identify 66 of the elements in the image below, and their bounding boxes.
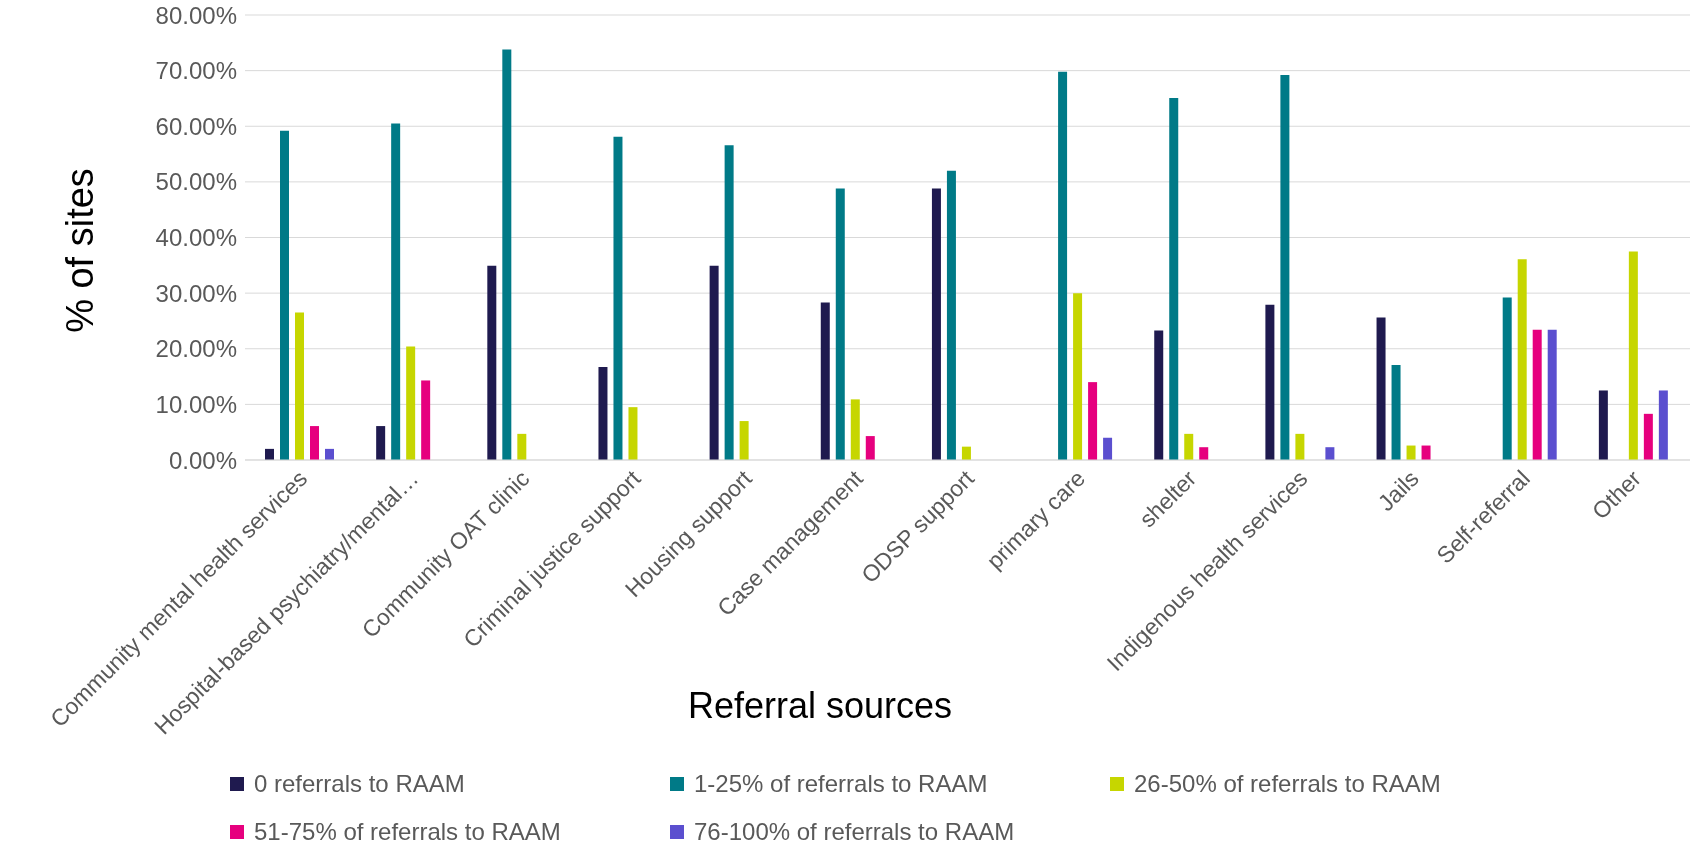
y-axis-title: % of sites	[58, 167, 102, 333]
bar	[1406, 445, 1416, 460]
y-tick-label: 40.00%	[155, 224, 237, 252]
y-tick-label: 60.00%	[155, 112, 237, 140]
bar	[325, 448, 335, 460]
bar	[1421, 445, 1431, 460]
bar	[1547, 329, 1557, 460]
bar	[1184, 433, 1194, 460]
legend-label: 76-100% of referrals to RAAM	[694, 818, 1015, 846]
bar	[376, 426, 386, 460]
bar	[310, 426, 320, 460]
x-axis-title: Referral sources	[686, 685, 954, 727]
bar	[724, 145, 734, 460]
bar	[1628, 251, 1638, 460]
bar	[835, 188, 845, 460]
y-tick-label: 80.00%	[155, 1, 237, 29]
bar	[1199, 447, 1209, 460]
legend-label: 26-50% of referrals to RAAM	[1134, 770, 1441, 798]
bar	[961, 446, 971, 460]
bar	[1265, 304, 1275, 460]
x-tick-label: Jails	[1372, 465, 1424, 517]
bar	[1280, 75, 1290, 460]
y-tick-label: 70.00%	[155, 57, 237, 85]
bar	[517, 433, 527, 460]
bar	[598, 367, 608, 460]
legend-label: 0 referrals to RAAM	[254, 770, 465, 798]
y-tick-label: 20.00%	[155, 335, 237, 363]
bar	[406, 346, 416, 460]
bar	[1517, 259, 1527, 460]
bar	[820, 302, 830, 460]
bar	[1502, 297, 1512, 460]
bar	[1058, 71, 1068, 460]
bar	[1658, 390, 1668, 460]
bar	[850, 399, 860, 460]
bar	[946, 170, 956, 460]
legend-label: 1-25% of referrals to RAAM	[694, 770, 988, 798]
bar	[628, 407, 638, 460]
bar	[1325, 447, 1335, 460]
y-tick-label: 50.00%	[155, 168, 237, 196]
bar	[1295, 433, 1305, 460]
bar	[295, 312, 305, 460]
bar	[1532, 329, 1542, 460]
bar	[265, 448, 275, 460]
bar	[1376, 317, 1386, 460]
bar	[391, 123, 401, 460]
bar	[739, 421, 749, 460]
bar	[502, 49, 512, 460]
bar	[613, 136, 623, 460]
y-tick-label: 30.00%	[155, 279, 237, 307]
bar	[1154, 330, 1164, 460]
y-tick-label: 10.00%	[155, 390, 237, 418]
bar	[1088, 382, 1098, 460]
bar	[280, 130, 290, 460]
y-tick-label: 0.00%	[168, 446, 237, 474]
bar	[709, 265, 719, 460]
bar	[1643, 413, 1653, 460]
bar	[487, 265, 497, 460]
bar	[421, 380, 431, 460]
bar	[1598, 390, 1608, 460]
bar	[1169, 97, 1179, 460]
bar	[1103, 437, 1113, 460]
legend-label: 51-75% of referrals to RAAM	[254, 818, 561, 846]
bar	[1391, 364, 1401, 460]
bar	[1073, 293, 1083, 460]
bar	[865, 436, 875, 460]
bar	[931, 188, 941, 460]
